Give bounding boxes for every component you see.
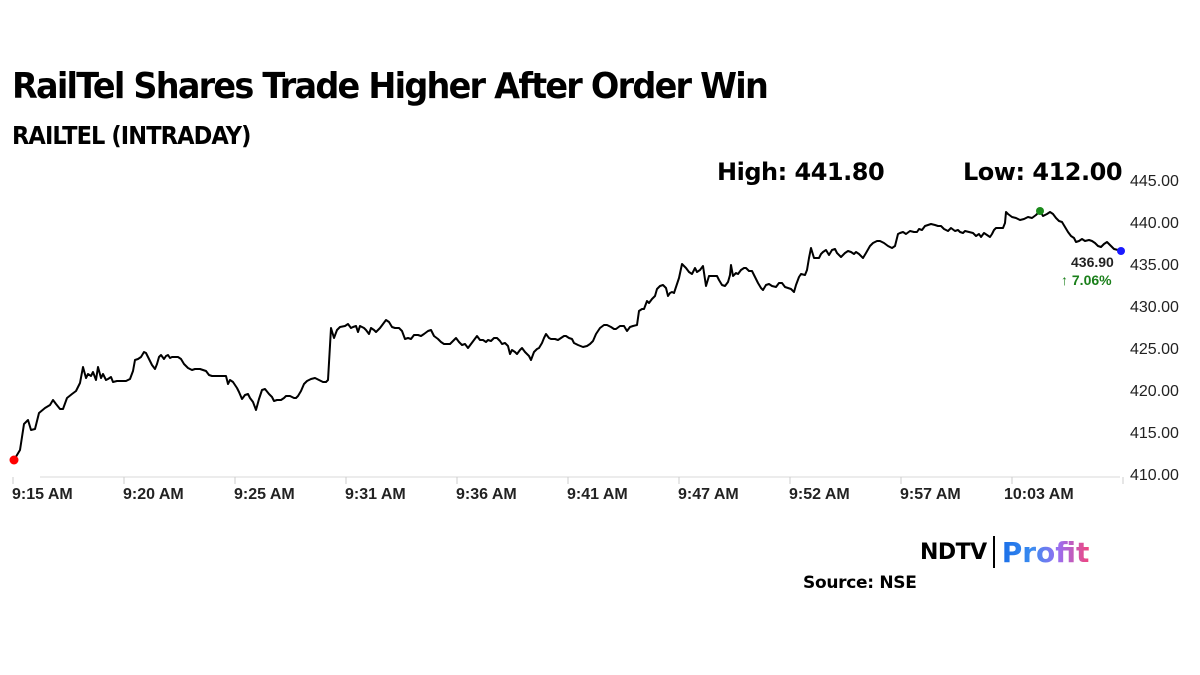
y-tick-label: 410.00 (1130, 467, 1179, 484)
last-price-marker (1117, 247, 1125, 255)
y-tick-label: 430.00 (1130, 299, 1179, 316)
last-price-label: 436.90 (1071, 254, 1114, 270)
y-tick-label: 435.00 (1130, 257, 1179, 274)
logo-ndtv-text: NDTV (920, 539, 987, 565)
y-tick-label: 440.00 (1130, 215, 1179, 232)
ndtv-profit-logo: NDTV Profit (920, 534, 1089, 570)
y-tick-label: 420.00 (1130, 383, 1179, 400)
x-tick-label: 9:41 AM (567, 486, 628, 503)
x-tick-label: 9:31 AM (345, 486, 406, 503)
x-tick-label: 9:15 AM (12, 486, 73, 503)
high-marker (1036, 207, 1044, 215)
price-line (13, 210, 1122, 461)
chart-subtitle: RAILTEL (INTRADAY) (12, 121, 251, 150)
logo-profit-text: Profit (1001, 535, 1090, 569)
x-tick-label: 9:25 AM (234, 486, 295, 503)
x-tick-label: 10:03 AM (1004, 486, 1074, 503)
x-tick-label: 9:47 AM (678, 486, 739, 503)
x-axis-ticks (12, 477, 1124, 484)
y-tick-label: 445.00 (1130, 173, 1179, 190)
open-marker (9, 455, 19, 465)
y-tick-label: 415.00 (1130, 425, 1179, 442)
price-change-label: ↑ 7.06% (1061, 272, 1112, 288)
x-tick-label: 9:36 AM (456, 486, 517, 503)
y-tick-label: 425.00 (1130, 341, 1179, 358)
source-label: Source: NSE (803, 573, 917, 593)
x-tick-label: 9:52 AM (789, 486, 850, 503)
low-price-label: Low: 412.00 (963, 158, 1123, 186)
x-tick-label: 9:20 AM (123, 486, 184, 503)
chart-title: RailTel Shares Trade Higher After Order … (12, 66, 769, 107)
high-price-label: High: 441.80 (717, 158, 885, 186)
logo-separator (992, 536, 995, 568)
x-tick-label: 9:57 AM (900, 486, 961, 503)
